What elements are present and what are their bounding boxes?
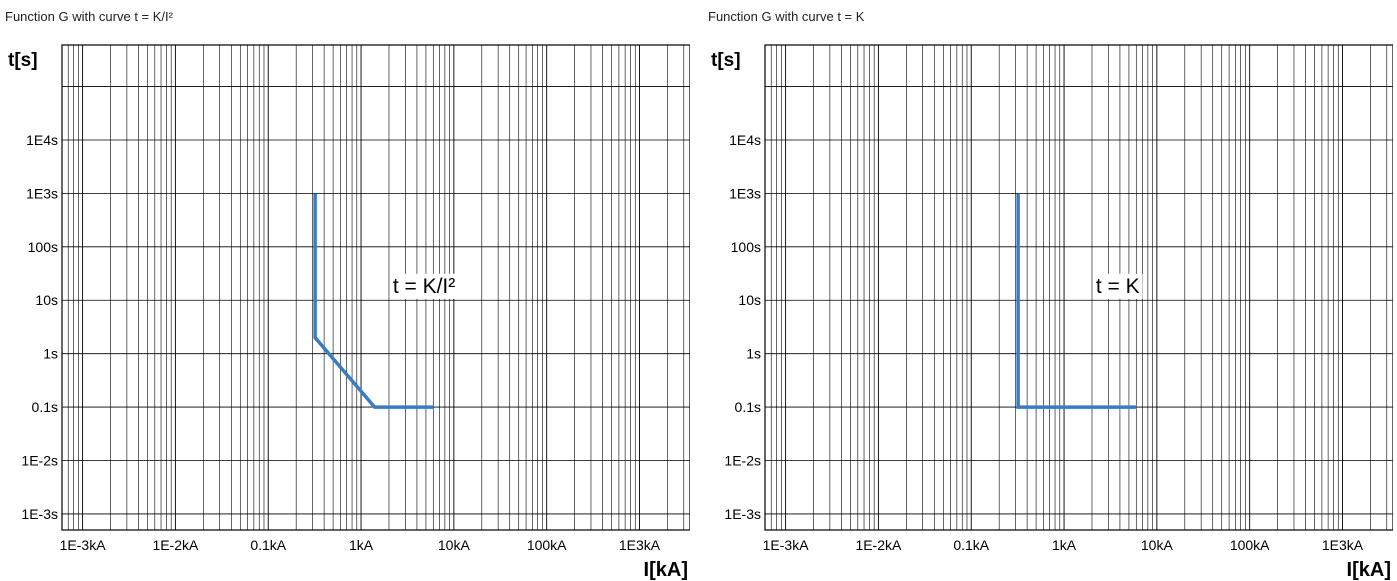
grid-vertical <box>61 45 685 530</box>
annotation-bg <box>389 273 459 299</box>
y-axis-label-bg <box>709 46 759 72</box>
x-axis-label: I[kA] <box>644 559 688 581</box>
curve-annotation: t = K/I² <box>389 273 459 299</box>
y-tick-label: 1E3s <box>26 185 58 201</box>
y-tick-label: 0.1s <box>735 399 761 415</box>
series-line <box>313 193 434 409</box>
x-tick-label: 1E3kA <box>1322 537 1364 553</box>
y-tick-label: 1E-2s <box>724 453 761 469</box>
grid-horizontal <box>62 86 690 515</box>
annotation-text: t = K <box>1096 275 1140 298</box>
y-tick-label: 1s <box>43 346 58 362</box>
x-tick-label: 1kA <box>349 537 374 553</box>
y-tick-label: 1s <box>746 346 761 362</box>
chart-panel-left: Function G with curve t = K/I² 1E-3s 1E-2… <box>0 0 690 581</box>
x-tick-label: 1E3kA <box>619 537 661 553</box>
x-tick-label: 100kA <box>1230 537 1270 553</box>
y-tick-label: 0.1s <box>32 399 58 415</box>
y-tick-label: 1E3s <box>729 185 761 201</box>
y-tick-label: 1E4s <box>729 132 761 148</box>
x-tick-label: 0.1kA <box>953 537 989 553</box>
chart-title: Function G with curve t = K/I² <box>5 9 173 24</box>
curve-annotation: t = K <box>1092 273 1143 299</box>
plot-frame <box>61 44 690 531</box>
chart-svg: 1E-3s 1E-2s 0.1s 1s 10s 100s 1E3s 1E4s 1E-3kA 1E-… <box>709 44 1393 581</box>
y-axis-label-bg <box>6 46 56 72</box>
y-tick-label: 10s <box>738 292 761 308</box>
x-tick-label: 1E-2kA <box>152 537 199 553</box>
y-tick-label: 1E-3s <box>724 506 761 522</box>
y-axis-label: t[s] <box>711 50 741 71</box>
y-axis-label: t[s] <box>8 50 38 71</box>
annotation-text: t = K/I² <box>393 275 455 298</box>
chart-panel-right: Function G with curve t = K 1E-3s 1E-2s 0.… <box>703 0 1393 581</box>
x-tick-label: 1kA <box>1052 537 1077 553</box>
y-tick-label: 100s <box>731 239 761 255</box>
x-tick-label: 10kA <box>438 537 471 553</box>
y-tick-label: 10s <box>35 292 58 308</box>
y-tick-label: 1E4s <box>26 132 58 148</box>
grid-vertical <box>764 45 1388 530</box>
x-axis-label: I[kA] <box>1347 559 1391 581</box>
x-tick-label: 1E-2kA <box>855 537 902 553</box>
annotation-bg <box>1092 273 1143 299</box>
y-tick-label: 100s <box>28 239 58 255</box>
x-tick-label: 1E-3kA <box>763 537 810 553</box>
x-tick-label: 0.1kA <box>250 537 286 553</box>
grid-horizontal <box>765 86 1393 515</box>
chart-svg: 1E-3s 1E-2s 0.1s 1s 10s 100s 1E3s 1E4s 1E-3kA 1E-… <box>6 44 690 581</box>
y-tick-label: 1E-3s <box>21 506 58 522</box>
x-tick-label: 100kA <box>527 537 567 553</box>
plot-frame <box>764 44 1393 531</box>
chart-title: Function G with curve t = K <box>708 9 865 24</box>
series-line <box>1016 193 1137 409</box>
y-tick-label: 1E-2s <box>21 453 58 469</box>
x-tick-label: 10kA <box>1141 537 1174 553</box>
x-tick-label: 1E-3kA <box>60 537 107 553</box>
